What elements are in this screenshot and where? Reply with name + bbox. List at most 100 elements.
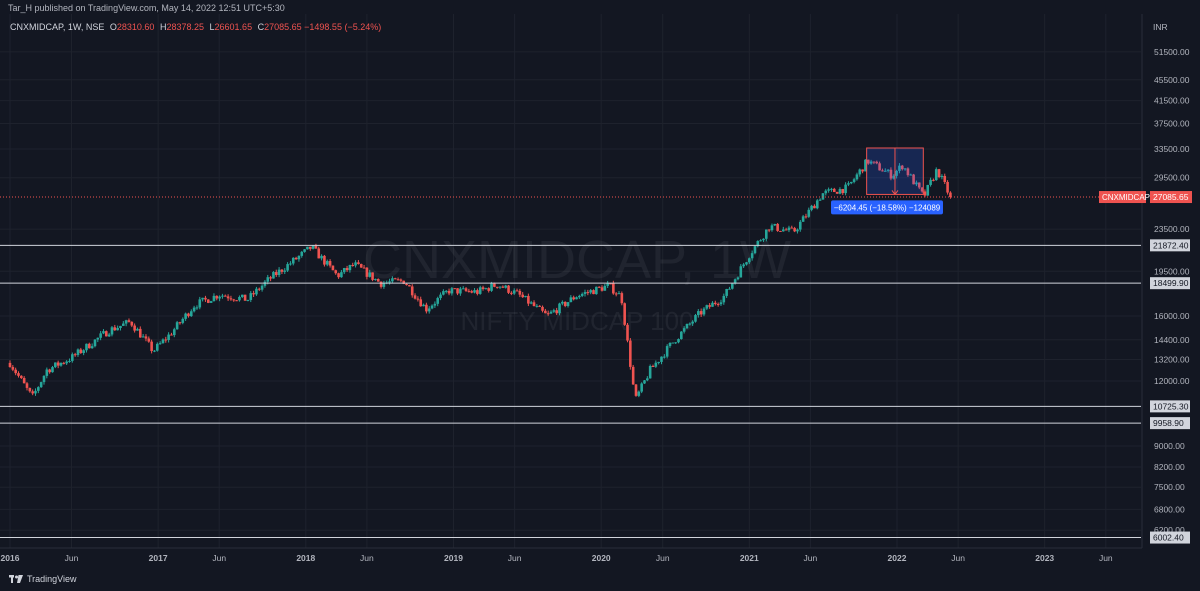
candle-body xyxy=(861,169,864,172)
candle-body xyxy=(436,298,440,304)
x-tick-label: 2022 xyxy=(888,553,907,563)
candle xyxy=(170,332,173,336)
candle-body xyxy=(801,216,805,222)
candle-body xyxy=(937,169,941,178)
candle-body xyxy=(796,229,799,232)
tradingview-logo-icon xyxy=(9,575,23,583)
candle-body xyxy=(648,365,652,379)
candle-body xyxy=(396,279,400,281)
candle xyxy=(155,342,159,352)
candle-body xyxy=(830,188,833,190)
candle-body xyxy=(711,302,714,307)
candle xyxy=(59,362,63,367)
candle xyxy=(113,324,117,331)
candle xyxy=(31,389,34,396)
candle xyxy=(583,289,587,297)
candle-body xyxy=(490,283,493,291)
candle-body xyxy=(478,287,482,294)
candle xyxy=(189,309,193,317)
candle xyxy=(555,307,558,316)
candle xyxy=(849,181,853,185)
candle-body xyxy=(164,339,168,341)
candle-body xyxy=(45,369,49,376)
candle xyxy=(393,277,397,280)
candle-body xyxy=(852,179,856,182)
candle-body xyxy=(226,296,230,299)
candle-body xyxy=(637,391,641,396)
candle xyxy=(88,342,91,349)
tradingview-brand[interactable]: TradingView xyxy=(9,574,77,584)
candle xyxy=(175,320,179,330)
x-tick-label: Jun xyxy=(1099,553,1113,563)
y-tick-label: 9000.00 xyxy=(1154,441,1185,451)
candle xyxy=(764,229,768,242)
candle xyxy=(946,180,949,195)
candle xyxy=(821,192,825,200)
candle-body xyxy=(198,299,202,308)
candle xyxy=(776,222,779,232)
candle-body xyxy=(447,290,451,294)
candle-body xyxy=(906,168,910,176)
candle-body xyxy=(572,297,575,300)
y-tick-label: 37500.00 xyxy=(1154,119,1190,129)
candle-body xyxy=(399,279,403,281)
candle xyxy=(708,303,711,309)
candle xyxy=(416,296,420,302)
candle-body xyxy=(685,323,689,329)
candle xyxy=(578,294,581,299)
candle-body xyxy=(65,361,68,364)
x-tick-label: 2019 xyxy=(444,553,463,563)
y-tick-label: 23500.00 xyxy=(1154,224,1190,234)
candle-body xyxy=(810,205,813,210)
candle xyxy=(796,228,799,234)
candle xyxy=(294,256,298,260)
candle xyxy=(524,295,527,298)
candle-body xyxy=(719,302,723,305)
y-tick-label: 19500.00 xyxy=(1154,266,1190,276)
candle xyxy=(297,255,301,262)
candle-body xyxy=(453,288,457,290)
candle-body xyxy=(470,291,474,293)
candle-body xyxy=(419,299,423,307)
candle-body xyxy=(892,175,896,179)
candle xyxy=(815,199,819,210)
candle xyxy=(425,302,428,314)
candle xyxy=(844,182,847,196)
candle-body xyxy=(773,223,777,226)
level-tag-bg xyxy=(1150,531,1190,544)
candle xyxy=(617,291,621,295)
legend-symbol[interactable]: CNXMIDCAP, 1W, NSE xyxy=(10,22,105,32)
legend-high-label: H xyxy=(159,22,167,32)
candle xyxy=(328,259,332,268)
candle xyxy=(68,358,71,363)
candle-body xyxy=(34,390,37,394)
y-tick-labels: 51500.00 45500.00 41500.00 37500.00 33500.00… xyxy=(1154,47,1190,535)
candle-body xyxy=(915,182,918,185)
candle xyxy=(223,294,227,297)
candle-body xyxy=(444,290,448,292)
candle-body xyxy=(422,304,425,307)
tradingview-brand-label: TradingView xyxy=(27,574,77,584)
level-tag-label: 18499.90 xyxy=(1153,278,1189,288)
candle xyxy=(643,380,646,384)
candle-body xyxy=(90,346,94,349)
candle xyxy=(221,293,224,299)
candle xyxy=(235,300,238,302)
candle xyxy=(481,285,485,291)
candle xyxy=(359,263,363,268)
candle-body xyxy=(289,263,292,265)
candle xyxy=(614,292,618,297)
candle-body xyxy=(144,336,148,339)
candle-body xyxy=(784,229,788,231)
x-tick-label: Jun xyxy=(951,553,965,563)
candle xyxy=(716,302,720,307)
candle xyxy=(303,248,306,253)
candle xyxy=(631,364,635,385)
candle-body xyxy=(847,183,850,185)
candle-body xyxy=(20,375,23,379)
candle xyxy=(478,285,482,295)
x-tick-label: 2018 xyxy=(296,553,315,563)
candle xyxy=(813,204,816,209)
